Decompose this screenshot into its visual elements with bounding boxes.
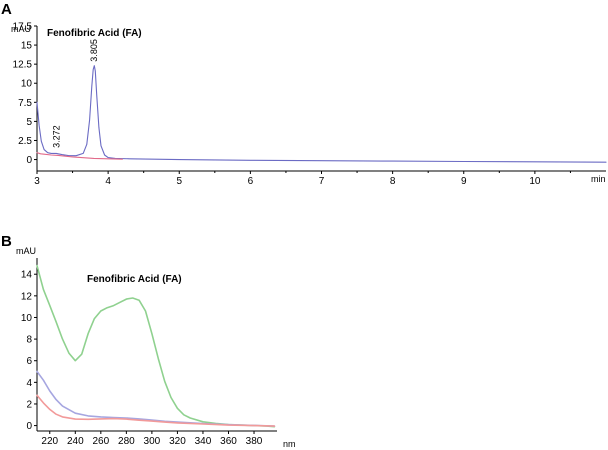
x-tick-label: 6 [248, 176, 254, 187]
y-tick-label: 12.5 [13, 60, 33, 71]
panel-a-label: A [1, 1, 12, 18]
chart-title: Fenofibric Acid (FA) [47, 28, 142, 39]
y-tick-label: 8 [26, 335, 32, 346]
y-tick-label: 14 [21, 270, 33, 281]
x-tick-label: 220 [41, 436, 58, 447]
x-tick-label: 7 [319, 176, 325, 187]
y-tick-label: 0 [26, 421, 32, 432]
y-tick-label: 4 [26, 378, 32, 389]
x-axis-unit: min [591, 174, 606, 184]
y-axis-unit: mAU [11, 24, 31, 34]
y-tick-label: 7.5 [18, 98, 32, 109]
y-tick-label: 10 [21, 79, 33, 90]
x-tick-label: 5 [176, 176, 182, 187]
y-tick-label: 5 [26, 117, 32, 128]
y-tick-label: 0 [26, 155, 32, 166]
y-tick-label: 15 [21, 41, 33, 52]
y-tick-label: 17.5 [13, 22, 33, 33]
y-axis-unit: mAU [16, 246, 36, 256]
y-tick-label: 6 [26, 356, 32, 367]
y-tick-label: 2 [26, 399, 32, 410]
x-tick-label: 4 [105, 176, 111, 187]
y-tick-label: 12 [21, 291, 33, 302]
x-tick-label: 380 [246, 436, 263, 447]
series-line [36, 394, 276, 427]
x-axis-unit: nm [283, 439, 296, 449]
x-tick-label: 260 [92, 436, 109, 447]
x-tick-label: 9 [461, 176, 467, 187]
series-line [36, 264, 276, 428]
x-tick-label: 320 [169, 436, 186, 447]
panel-b-label: B [1, 233, 12, 250]
chromatogram-panel: mAU Fenofibric Acid (FA) min 0 2.5 5 7.5 10 1… [11, 22, 607, 187]
x-tick-label: 280 [118, 436, 135, 447]
x-tick-label: 10 [529, 176, 541, 187]
peak-label: 3.805 [89, 39, 99, 62]
series-line [36, 65, 607, 163]
y-tick-label: 2.5 [18, 136, 32, 147]
x-tick-label: 8 [390, 176, 396, 187]
spectrum-panel: mAU Fenofibric Acid (FA) nm 0 2 4 6 8 10 12 14 2… [16, 246, 296, 449]
peak-label: 3.272 [51, 125, 61, 148]
y-tick-label: 10 [21, 313, 33, 324]
chart-title: Fenofibric Acid (FA) [87, 274, 182, 285]
x-tick-label: 340 [195, 436, 212, 447]
x-tick-label: 3 [34, 176, 40, 187]
x-tick-label: 300 [144, 436, 161, 447]
series-line [36, 152, 123, 160]
x-tick-label: 360 [220, 436, 237, 447]
x-tick-label: 240 [67, 436, 84, 447]
